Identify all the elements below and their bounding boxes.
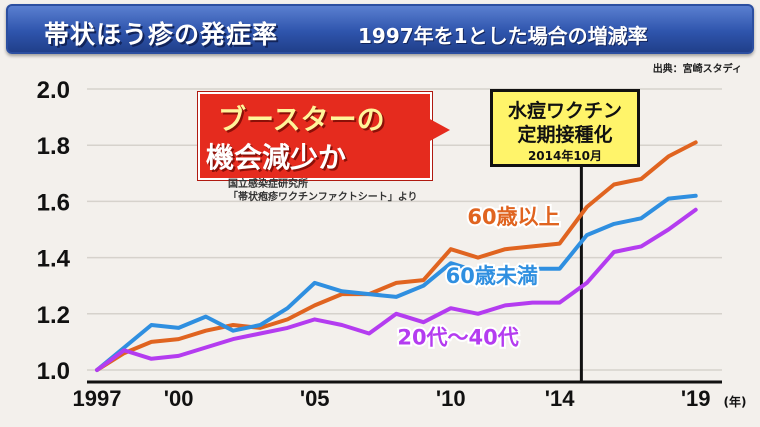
series-line xyxy=(95,207,698,372)
series-line xyxy=(95,193,698,372)
x-tick-label: '10 xyxy=(436,386,466,411)
callout-source-note: 国立感染症研究所 「帯状疱疹ワクチンファクトシート」より xyxy=(228,178,418,204)
booster-callout: ブースターの 機会減少か xyxy=(198,92,432,180)
y-tick-label: 1.4 xyxy=(37,246,71,273)
vaccine-event-box: 水痘ワクチン 定期接種化 2014年10月 xyxy=(490,89,640,167)
callout-headline: ブースターの xyxy=(218,103,385,136)
title-bar: 帯状ほう疹の発症率 1997年を1とした場合の増減率 xyxy=(6,4,754,54)
x-tick-label: '05 xyxy=(300,386,330,411)
series-line xyxy=(95,140,698,372)
x-tick-label: '19 xyxy=(681,386,711,411)
note-line-1: 国立感染症研究所 xyxy=(228,179,308,190)
y-tick-label: 2.0 xyxy=(37,77,70,104)
x-tick-label: '14 xyxy=(545,386,575,411)
vaccine-box-date: 2014年10月 xyxy=(527,149,603,163)
x-tick-label: 1997 xyxy=(73,386,122,411)
x-unit-label: (年) xyxy=(724,394,747,409)
vaccine-box-line-2: 定期接種化 xyxy=(517,124,613,146)
note-line-2: 「帯状疱疹ワクチンファクトシート」より xyxy=(228,192,418,203)
chart-subtitle: 1997年を1とした場合の増減率 xyxy=(358,24,648,48)
x-tick-label: '00 xyxy=(164,386,194,411)
callout-pointer xyxy=(428,118,450,142)
y-tick-label: 1.6 xyxy=(37,189,70,216)
series-label: 60歳未満 xyxy=(446,264,538,288)
source-credit: 出典：宮崎スタディ xyxy=(652,64,742,75)
y-tick-label: 1.8 xyxy=(37,133,70,160)
chart-title: 帯状ほう疹の発症率 xyxy=(44,20,279,49)
vaccine-box-line-1: 水痘ワクチン xyxy=(507,100,622,122)
series-label: 60歳以上 xyxy=(467,205,559,229)
y-tick-label: 1.2 xyxy=(37,302,70,329)
callout-subline: 機会減少か xyxy=(206,141,347,174)
y-tick-label: 1.0 xyxy=(37,358,70,385)
series-label: 20代～40代 xyxy=(397,326,518,350)
